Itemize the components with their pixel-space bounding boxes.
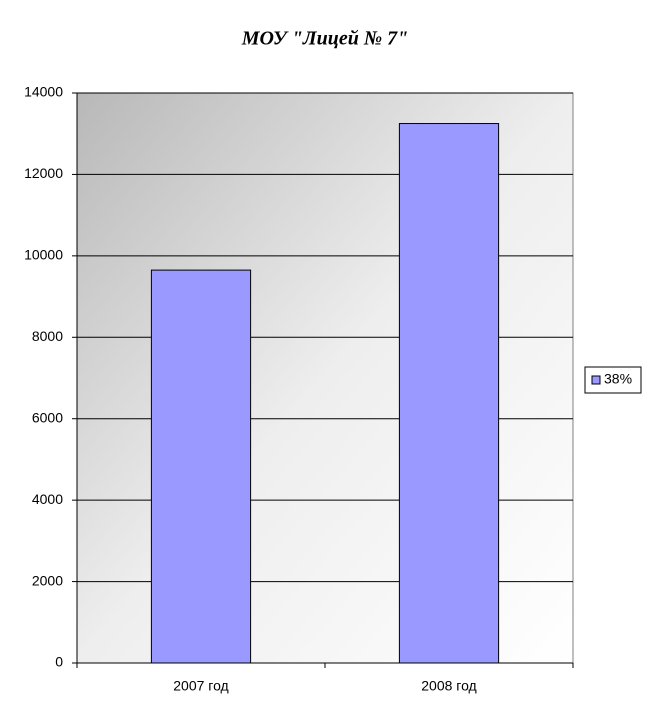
y-tick-label: 12000 — [24, 165, 63, 181]
y-tick-label: 8000 — [32, 328, 63, 344]
x-tick-label: 2007 год — [173, 678, 228, 694]
y-tick-label: 10000 — [24, 247, 63, 263]
y-tick-label: 4000 — [32, 491, 63, 507]
y-tick-label: 2000 — [32, 572, 63, 588]
y-tick-label: 14000 — [24, 84, 63, 100]
legend-label: 38% — [604, 371, 632, 387]
legend-swatch — [591, 375, 601, 385]
x-tick-label: 2008 год — [421, 678, 476, 694]
y-tick-label: 6000 — [32, 409, 63, 425]
y-tick-label: 0 — [55, 654, 63, 670]
bar — [150, 269, 252, 664]
chart-title: МОУ "Лицей № 7" — [241, 28, 408, 50]
bar — [398, 123, 500, 664]
